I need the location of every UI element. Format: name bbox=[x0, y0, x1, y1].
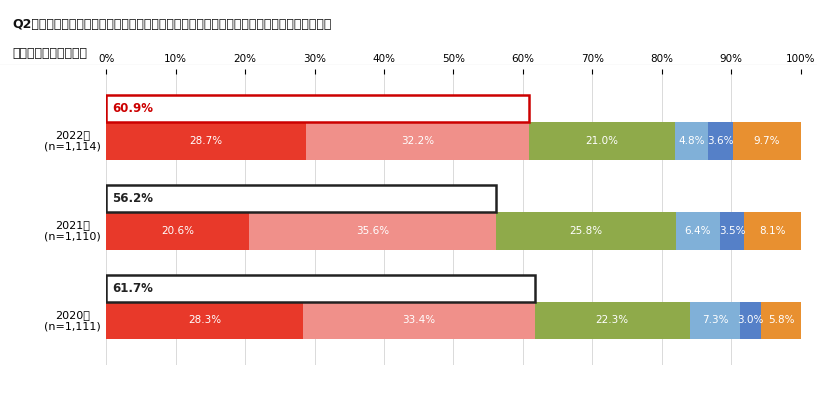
Text: す　か。【単数回答】: す か。【単数回答】 bbox=[12, 47, 87, 60]
Text: 60.9%: 60.9% bbox=[112, 102, 153, 115]
FancyBboxPatch shape bbox=[106, 185, 497, 212]
Bar bbox=[675, 122, 708, 160]
Text: 7.3%: 7.3% bbox=[702, 315, 728, 326]
Bar bbox=[106, 302, 303, 339]
Bar bbox=[106, 212, 249, 249]
Text: 5.8%: 5.8% bbox=[768, 315, 794, 326]
Bar bbox=[690, 302, 740, 339]
Bar bbox=[534, 302, 690, 339]
Bar bbox=[676, 212, 720, 249]
Text: 61.7%: 61.7% bbox=[112, 282, 153, 295]
Bar bbox=[497, 212, 676, 249]
Text: 6.4%: 6.4% bbox=[685, 226, 711, 236]
Text: 56.2%: 56.2% bbox=[112, 192, 153, 205]
Text: 4.8%: 4.8% bbox=[678, 136, 705, 146]
Text: 3.0%: 3.0% bbox=[738, 315, 764, 326]
Bar bbox=[306, 122, 529, 160]
FancyBboxPatch shape bbox=[106, 95, 529, 122]
FancyBboxPatch shape bbox=[106, 275, 534, 302]
Bar bbox=[744, 212, 801, 249]
Bar bbox=[734, 122, 801, 160]
Legend: 発生すると思う, どちらかといえば発生すると思う, どちらともいえない, どちらかといえば発生しないと思う, 発生しないと思う, わからない: 発生すると思う, どちらかといえば発生すると思う, どちらともいえない, どちら… bbox=[324, 417, 583, 420]
Bar bbox=[761, 302, 801, 339]
Text: 28.7%: 28.7% bbox=[190, 136, 222, 146]
Bar bbox=[740, 302, 761, 339]
Text: 8.1%: 8.1% bbox=[759, 226, 786, 236]
Text: 22.3%: 22.3% bbox=[596, 315, 628, 326]
Bar bbox=[529, 122, 675, 160]
Bar bbox=[708, 122, 734, 160]
Text: 3.6%: 3.6% bbox=[708, 136, 734, 146]
Bar bbox=[303, 302, 534, 339]
Text: Q2．近い将来、現在あなたがお住まいの地域で大地震（震度６強以上）が発生すると思いま: Q2．近い将来、現在あなたがお住まいの地域で大地震（震度６強以上）が発生すると思… bbox=[12, 18, 332, 31]
Text: 32.2%: 32.2% bbox=[401, 136, 434, 146]
Text: 28.3%: 28.3% bbox=[188, 315, 221, 326]
Text: 3.5%: 3.5% bbox=[719, 226, 745, 236]
Text: 20.6%: 20.6% bbox=[161, 226, 194, 236]
Bar bbox=[720, 212, 744, 249]
Bar bbox=[249, 212, 497, 249]
Text: 35.6%: 35.6% bbox=[356, 226, 390, 236]
Text: 9.7%: 9.7% bbox=[754, 136, 780, 146]
Text: 25.8%: 25.8% bbox=[569, 226, 603, 236]
Bar bbox=[106, 122, 306, 160]
Text: 21.0%: 21.0% bbox=[586, 136, 618, 146]
Text: 33.4%: 33.4% bbox=[402, 315, 435, 326]
